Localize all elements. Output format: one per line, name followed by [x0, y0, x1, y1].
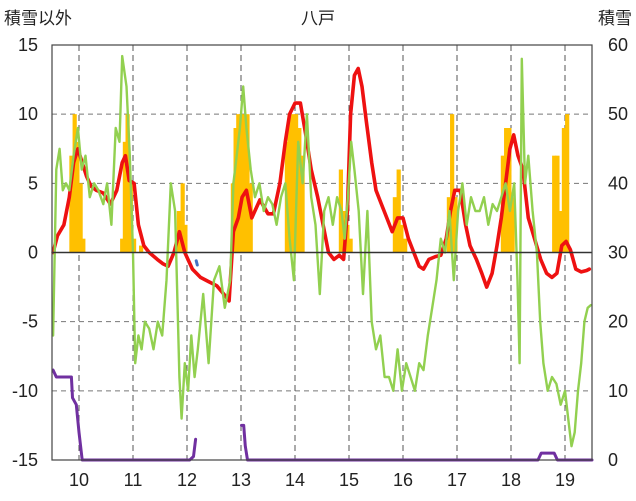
snow-bar [180, 183, 185, 253]
series-line [194, 259, 199, 267]
x-tick-label: 17 [447, 470, 467, 490]
snow-bar [233, 128, 238, 253]
snow-bar [287, 114, 292, 253]
snow-bar [122, 141, 127, 253]
y-left-tick-label: -5 [22, 312, 38, 332]
snow-bar [139, 245, 144, 253]
snow-bar [348, 238, 353, 253]
y-right-tick-label: 20 [608, 312, 628, 332]
snow-bar [555, 155, 560, 253]
snow-bar [297, 128, 302, 253]
y-right-tick-label: 50 [608, 104, 628, 124]
y-left-tick-label: 0 [28, 243, 38, 263]
y-left-tick-label: -15 [12, 450, 38, 470]
snow-bar [552, 155, 557, 253]
right-axis-label: 積雪 [598, 9, 632, 29]
snow-bar [72, 114, 77, 253]
snow-bar [290, 114, 295, 253]
axes [51, 44, 593, 461]
snow-bar [403, 238, 408, 253]
x-tick-label: 11 [124, 470, 143, 490]
y-left-tick-label: 10 [18, 104, 38, 124]
snow-bar [242, 114, 247, 253]
snow-bar [399, 224, 404, 253]
snow-bar [558, 211, 563, 253]
snow-bar [238, 114, 244, 253]
x-tick-label: 16 [393, 470, 413, 490]
x-tick-label: 18 [501, 470, 521, 490]
snow-bar [236, 114, 241, 253]
snow-bar [510, 197, 515, 253]
snow-bar [69, 155, 74, 253]
snow-bar [300, 155, 305, 253]
snow-bar [78, 183, 83, 253]
snow-bar [453, 197, 458, 253]
snow-bar [81, 238, 86, 253]
y-right-tick-label: 40 [608, 173, 628, 193]
x-tick-label: 15 [339, 470, 359, 490]
snow-bar [131, 238, 137, 253]
y-right-tick-label: 30 [608, 243, 628, 263]
x-tick-label: 10 [69, 470, 89, 490]
x-tick-label: 14 [285, 470, 305, 490]
x-tick-label: 19 [555, 470, 575, 490]
snow-bar [561, 128, 567, 253]
y-left-tick-label: 15 [18, 35, 38, 55]
y-left-tick-label: 5 [28, 173, 38, 193]
snow-bar [245, 114, 250, 253]
y-left-tick-label: -10 [12, 381, 38, 401]
x-tick-label: 13 [231, 470, 251, 490]
chart-title: 八戸 [301, 9, 335, 29]
snow-bar [507, 128, 512, 253]
snow-bar [183, 224, 188, 253]
left-axis-label: 積雪以外 [4, 9, 72, 29]
plot-frame [51, 44, 593, 461]
snow-bar [120, 238, 125, 253]
snow-bar [450, 114, 455, 253]
x-tick-label: 12 [177, 470, 197, 490]
snow-bar [75, 141, 80, 253]
y-right-tick-label: 60 [608, 35, 628, 55]
snow-bar [565, 114, 570, 253]
y-right-tick-label: 10 [608, 381, 628, 401]
snow-bar [396, 169, 401, 253]
y-right-tick-label: 0 [608, 450, 618, 470]
snow-bar [345, 224, 350, 253]
snow-bar [125, 114, 130, 253]
